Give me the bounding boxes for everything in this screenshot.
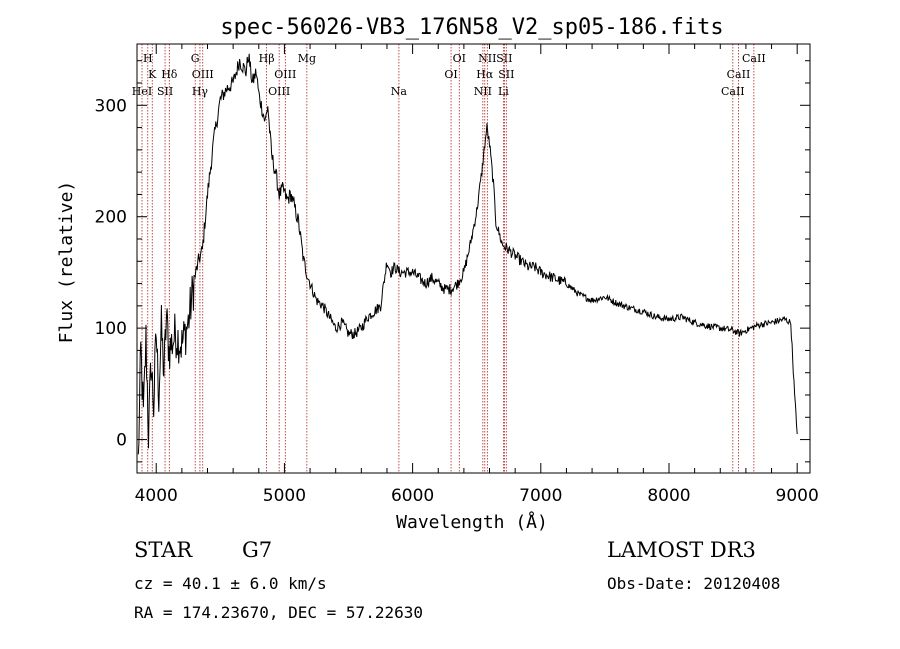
- obs-date: Obs-Date: 20120408: [607, 574, 781, 593]
- marker-label-16: SII: [496, 52, 512, 65]
- x-tick-label-5: 9000: [776, 486, 819, 506]
- marker-label-3: SII: [157, 85, 173, 98]
- marker-label-2: HeI: [132, 85, 152, 98]
- marker-label-12: Na: [391, 85, 408, 98]
- marker-label-13: OI: [453, 52, 466, 65]
- plot-frame: [136, 43, 811, 474]
- y-tick-label-2: 200: [95, 208, 127, 228]
- marker-label-7: Hγ: [192, 85, 209, 98]
- marker-label-1: K: [148, 68, 157, 81]
- marker-label-8: Hβ: [259, 52, 275, 65]
- axes-group: 4000 5000 6000 7000 8000 9000 0 100 200 300: [95, 43, 819, 506]
- marker-label-20: Li: [498, 85, 509, 98]
- cz-value: cz = 40.1 ± 6.0 km/s: [134, 574, 327, 593]
- marker-label-5: G: [191, 52, 200, 65]
- marker-label-14: OI: [444, 68, 457, 81]
- x-tick-label-0: 4000: [135, 486, 178, 506]
- marker-label-22: CaII: [727, 68, 751, 81]
- marker-label-17: Hα: [476, 68, 494, 81]
- survey-label: LAMOST DR3: [607, 538, 756, 562]
- x-tick-label-3: 7000: [519, 486, 562, 506]
- x-tick-label-2: 6000: [391, 486, 434, 506]
- marker-label-21: CaII: [742, 52, 766, 65]
- marker-label-15: NII: [478, 52, 496, 65]
- x-tick-label-4: 8000: [647, 486, 690, 506]
- x-tick-label-1: 5000: [263, 486, 306, 506]
- class-label: STAR: [134, 538, 193, 562]
- marker-label-19: NII: [474, 85, 492, 98]
- marker-label-6: OIII: [192, 68, 214, 81]
- y-tick-label-1: 100: [95, 319, 127, 339]
- marker-label-0: H: [143, 52, 153, 65]
- marker-label-9: OIII: [274, 68, 296, 81]
- y-tick-label-3: 300: [95, 96, 127, 116]
- marker-label-11: Mg: [298, 52, 316, 65]
- marker-label-23: CaII: [721, 85, 745, 98]
- y-tick-label-0: 0: [116, 431, 127, 451]
- x-axis-label: Wavelength (Å): [396, 511, 548, 533]
- subclass-label: G7: [242, 538, 273, 562]
- marker-label-10: OIII: [268, 85, 290, 98]
- series-group: [137, 53, 798, 455]
- coordinates: RA = 174.23670, DEC = 57.22630: [134, 603, 423, 622]
- series-line-spectrum: [137, 53, 798, 455]
- y-axis-label: Flux (relative): [56, 181, 77, 344]
- marker-label-18: SII: [498, 68, 514, 81]
- chart-title: spec-56026-VB3_176N58_V2_sp05-186.fits: [220, 15, 723, 40]
- marker-label-4: Hδ: [161, 68, 178, 81]
